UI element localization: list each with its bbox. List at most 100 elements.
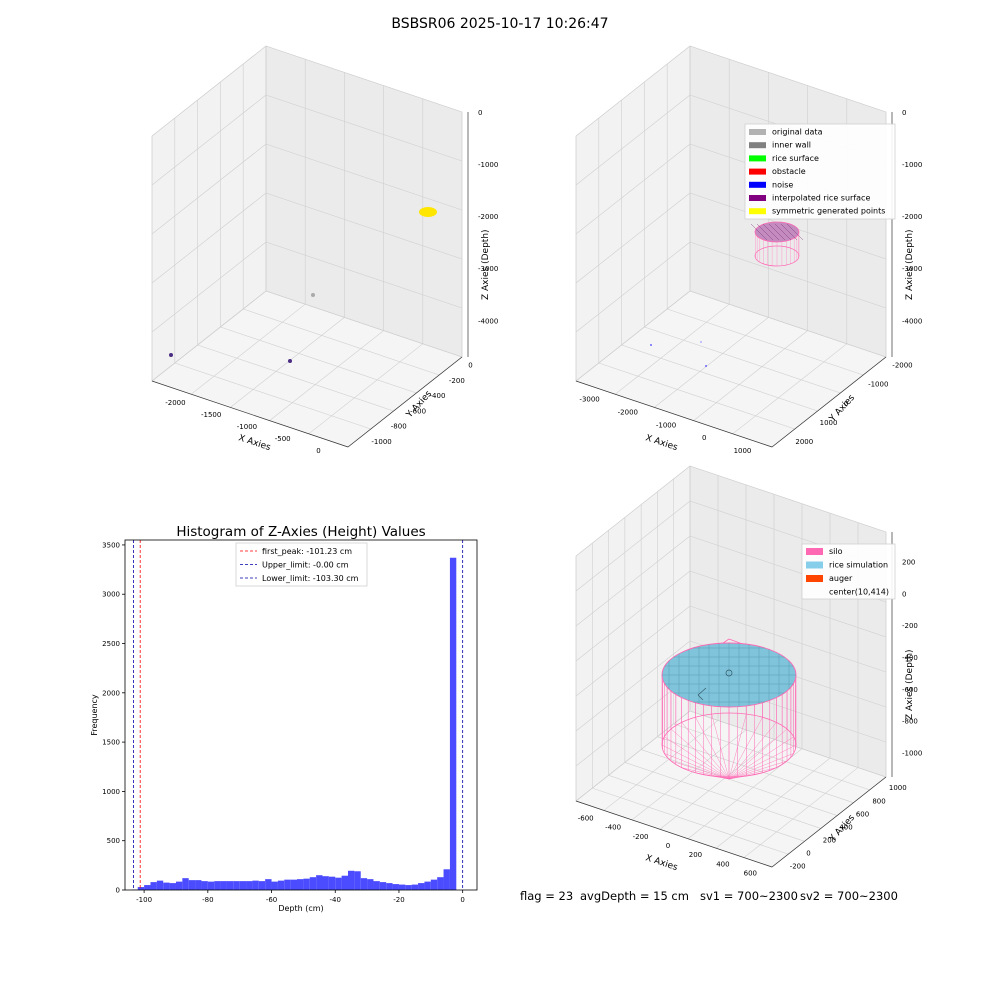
p4-grid-x: [603, 720, 719, 811]
p4-grid-z: [689, 465, 887, 533]
silo-bottom-ring: [754, 245, 800, 267]
p4-grid-z: [575, 465, 691, 557]
p4-ytick-label: 800: [872, 797, 885, 805]
p2-ytick-label: -2000: [892, 362, 912, 370]
p4-ztick-label: 200: [902, 558, 915, 566]
histogram-bar: [233, 881, 240, 890]
histogram-xtick-label: -20: [393, 896, 404, 904]
p2-grid-x: [693, 330, 808, 421]
legend-label: auger: [829, 574, 853, 583]
p2-grid-x: [615, 303, 730, 395]
rice-surface-top: [754, 221, 800, 243]
legend-label: Lower_limit: -103.30 cm: [262, 574, 359, 583]
panel1-xlabel: X Axies: [237, 433, 272, 453]
p2-ztick-label: -2000: [902, 213, 922, 221]
p2-pane-floor: [575, 290, 887, 448]
panel4-zlabel: Z Axies (Depth): [905, 649, 915, 720]
p1-grid-x: [191, 303, 306, 395]
silo-cone-line: [681, 767, 730, 780]
histogram-bar: [175, 881, 183, 890]
surface-mesh-line: [762, 223, 780, 241]
p1-ytick-label: -1000: [371, 438, 391, 446]
p1-grid-z: [265, 143, 463, 211]
legend-label: rice simulation: [829, 561, 888, 570]
p1-grid-z: [265, 290, 463, 358]
histogram-ylabel: Frequency: [90, 694, 99, 736]
silo-cone-line: [728, 767, 777, 780]
silo-cone-line: [728, 736, 794, 780]
raw-point-cluster: [419, 207, 437, 217]
histogram-ytick-label: 3000: [102, 591, 120, 599]
p1-xtick-label: -2000: [165, 399, 185, 407]
histogram-bar: [297, 879, 304, 890]
histogram-ytick-label: 2500: [102, 640, 120, 648]
histogram-bar: [246, 881, 253, 890]
histogram-ytick-label: 3500: [102, 541, 120, 549]
legend-label: Upper_limit: -0.00 cm: [262, 561, 349, 570]
legend-swatch: [749, 208, 766, 215]
p1-grid-y: [220, 326, 417, 394]
p2-grid-z: [689, 143, 887, 211]
raw-point: [169, 353, 173, 357]
surface-mesh-line: [756, 223, 774, 241]
legend-label: noise: [772, 180, 793, 189]
histogram-bar: [328, 876, 336, 890]
histogram-bar: [335, 877, 342, 890]
p1-xtick-label: 0: [316, 447, 320, 455]
legend-swatch: [806, 548, 823, 555]
histogram-ytick-label: 1500: [102, 739, 120, 747]
p4-grid-z: [575, 675, 691, 767]
histogram-bar: [277, 880, 285, 890]
p1-ztick-label: -1000: [478, 161, 498, 169]
p4-grid-y: [641, 749, 838, 816]
p4-grid-y: [673, 723, 870, 791]
surface-mesh-line: [786, 223, 804, 241]
p1-grid-y: [174, 362, 371, 430]
silo-cone-line: [711, 775, 730, 780]
histogram-ytick-label: 0: [116, 887, 120, 895]
histogram-bar: [360, 878, 368, 890]
p4-ytick-label: 200: [823, 836, 836, 844]
p4-grid-x: [687, 748, 803, 839]
p2-grid-z: [689, 290, 887, 358]
legend-label: center(10,414): [829, 588, 889, 597]
p4-y-axis: [771, 776, 887, 868]
p4-grid-z: [575, 500, 691, 592]
histogram-bar: [265, 879, 272, 890]
p1-ztick-label: -4000: [478, 317, 498, 325]
histogram-bar: [188, 880, 196, 890]
p2-grid-z: [689, 192, 887, 260]
panel2-title: 3D classify of Silo Interior: [638, 104, 812, 120]
histogram-bar: [309, 877, 317, 890]
p4-grid-y: [575, 800, 773, 868]
p4-grid-z: [575, 710, 691, 802]
surface-mesh-line: [750, 223, 768, 241]
histogram-bar: [284, 879, 291, 890]
histogram-bar: [367, 879, 374, 890]
p2-y-axis: [771, 356, 887, 448]
p2-grid-y: [575, 380, 773, 448]
auger-line: [697, 694, 704, 701]
p1-grid-x: [269, 330, 384, 421]
surface-mesh-line: [780, 223, 798, 241]
p4-ztick-label: 0: [902, 590, 906, 598]
p4-ytick-label: 400: [839, 823, 852, 831]
silo-cone-line: [728, 775, 747, 780]
p4-pane-back: [689, 465, 887, 778]
p4-grid-y: [592, 787, 789, 855]
p4-xtick-label: -400: [605, 824, 621, 832]
histogram-bar: [322, 876, 329, 890]
footer-avg-depth: avgDepth = 15 cm: [580, 889, 689, 903]
histogram-bar: [443, 869, 450, 890]
p1-ytick-label: 0: [468, 362, 472, 370]
p4-ztick-label: -800: [902, 718, 918, 726]
legend-label: obstacle: [772, 167, 806, 176]
panel2-zlabel: Z Axies (Depth): [905, 229, 915, 300]
histogram-xtick-label: 0: [460, 896, 464, 904]
p2-xtick-label: 0: [702, 434, 706, 442]
silo-cone-line: [728, 722, 777, 780]
histogram-bar: [354, 871, 361, 890]
panel1-zlabel: Z Axies (Depth): [481, 229, 491, 300]
histogram-bar: [386, 883, 393, 890]
